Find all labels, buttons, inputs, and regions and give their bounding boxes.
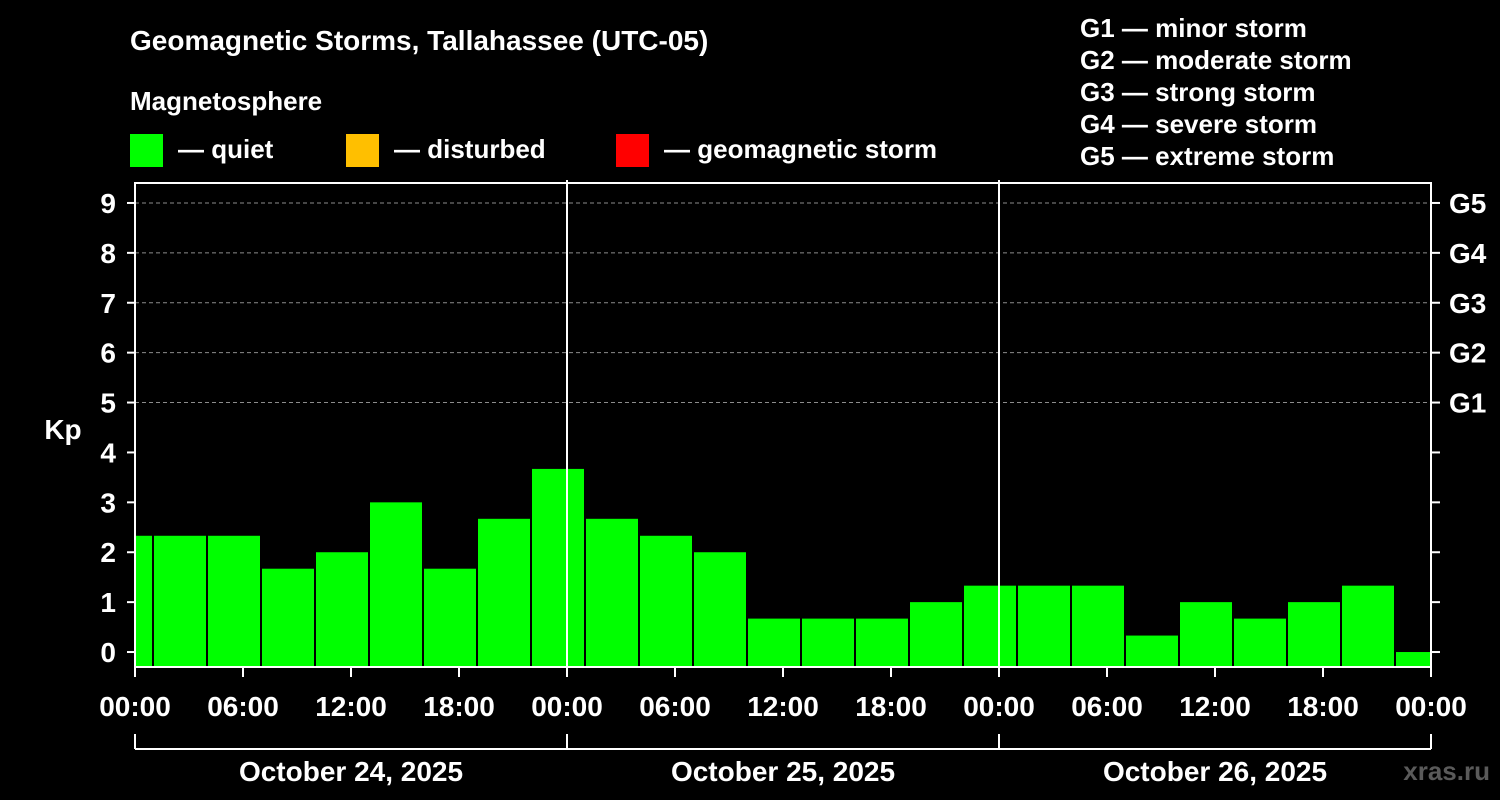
kp-bar-19 bbox=[1126, 635, 1178, 667]
legend-disturbed-swatch bbox=[346, 134, 379, 167]
x-tick-label: 18:00 bbox=[855, 691, 927, 722]
y-tick-label: 9 bbox=[100, 188, 116, 219]
y-axis-title: Kp bbox=[44, 414, 81, 445]
y-tick-label: 5 bbox=[100, 388, 116, 419]
x-tick-label: 18:00 bbox=[423, 691, 495, 722]
storm-scale-g1: G1 — minor storm bbox=[1080, 13, 1307, 43]
kp-bar-7 bbox=[478, 518, 530, 667]
kp-bar-3 bbox=[262, 568, 314, 667]
g-scale-label: G5 bbox=[1449, 188, 1486, 219]
bars-layer bbox=[136, 468, 1430, 667]
y-tick-label: 8 bbox=[100, 238, 116, 269]
kp-bar-2 bbox=[208, 535, 260, 667]
legend-disturbed-label: — disturbed bbox=[394, 134, 546, 164]
y-tick-label: 1 bbox=[100, 587, 116, 618]
kp-bar-15 bbox=[910, 602, 962, 667]
kp-bar-20 bbox=[1180, 602, 1232, 667]
x-tick-label: 06:00 bbox=[1071, 691, 1143, 722]
storm-scale-g5: G5 — extreme storm bbox=[1080, 141, 1334, 171]
date-label: October 25, 2025 bbox=[671, 756, 895, 787]
kp-bar-24 bbox=[1396, 652, 1430, 667]
y-tick-label: 3 bbox=[100, 487, 116, 518]
grid-layer bbox=[135, 202, 1431, 404]
x-tick-label: 18:00 bbox=[1287, 691, 1359, 722]
x-tick-label: 00:00 bbox=[963, 691, 1035, 722]
x-tick-label: 12:00 bbox=[747, 691, 819, 722]
kp-bar-21 bbox=[1234, 618, 1286, 667]
g-scale-label: G3 bbox=[1449, 288, 1486, 319]
kp-bar-4 bbox=[316, 552, 368, 667]
g-scale-label: G4 bbox=[1449, 238, 1487, 269]
kp-bar-9 bbox=[586, 518, 638, 667]
storm-scale-g3: G3 — strong storm bbox=[1080, 77, 1315, 107]
watermark: xras.ru bbox=[1403, 756, 1490, 786]
date-label: October 24, 2025 bbox=[239, 756, 463, 787]
x-tick-label: 06:00 bbox=[639, 691, 711, 722]
kp-bar-11 bbox=[694, 552, 746, 667]
x-tick-label: 00:00 bbox=[531, 691, 603, 722]
kp-bar-18 bbox=[1072, 585, 1124, 667]
y-tick-label: 4 bbox=[100, 437, 116, 468]
y-tick-label: 7 bbox=[100, 288, 116, 319]
date-label: October 26, 2025 bbox=[1103, 756, 1327, 787]
kp-bar-1 bbox=[154, 535, 206, 667]
kp-bar-0 bbox=[136, 535, 152, 667]
kp-bar-22 bbox=[1288, 602, 1340, 667]
kp-bar-13 bbox=[802, 618, 854, 667]
labels-layer: 0 1 2 3 4 5 6 7 8 9 G1 G2 G3 G4 G5 00:00 06:00 12:00 18:00… bbox=[99, 188, 1487, 787]
x-tick-label: 00:00 bbox=[99, 691, 171, 722]
legend-storm-swatch bbox=[616, 134, 649, 167]
storm-scale-legend: G1 — minor storm G2 — moderate storm G3 … bbox=[1080, 13, 1352, 171]
y-tick-label: 6 bbox=[100, 338, 116, 369]
kp-bar-23 bbox=[1342, 585, 1394, 667]
x-tick-label: 12:00 bbox=[1179, 691, 1251, 722]
legend-quiet-label: — quiet bbox=[178, 134, 274, 164]
kp-bar-12 bbox=[748, 618, 800, 667]
x-tick-label: 06:00 bbox=[207, 691, 279, 722]
legend-storm-label: — geomagnetic storm bbox=[664, 134, 937, 164]
kp-bar-5 bbox=[370, 502, 422, 667]
chart-subtitle: Magnetosphere bbox=[130, 86, 322, 116]
storm-scale-g2: G2 — moderate storm bbox=[1080, 45, 1352, 75]
x-tick-label: 00:00 bbox=[1395, 691, 1467, 722]
kp-bar-6 bbox=[424, 568, 476, 667]
x-tick-label: 12:00 bbox=[315, 691, 387, 722]
legend-quiet-swatch bbox=[130, 134, 163, 167]
legend: — quiet — disturbed — geomagnetic storm bbox=[130, 134, 937, 167]
kp-bar-17 bbox=[1018, 585, 1070, 667]
y-tick-label: 0 bbox=[100, 637, 116, 668]
kp-bar-14 bbox=[856, 618, 908, 667]
kp-bar-8 bbox=[532, 468, 584, 667]
chart-title: Geomagnetic Storms, Tallahassee (UTC-05) bbox=[130, 25, 708, 56]
storm-scale-g4: G4 — severe storm bbox=[1080, 109, 1317, 139]
kp-bar-10 bbox=[640, 535, 692, 667]
g-scale-label: G2 bbox=[1449, 338, 1486, 369]
kp-bar-16 bbox=[964, 585, 1016, 667]
g-scale-label: G1 bbox=[1449, 388, 1486, 419]
axes-layer bbox=[127, 180, 1440, 750]
y-tick-label: 2 bbox=[100, 537, 116, 568]
